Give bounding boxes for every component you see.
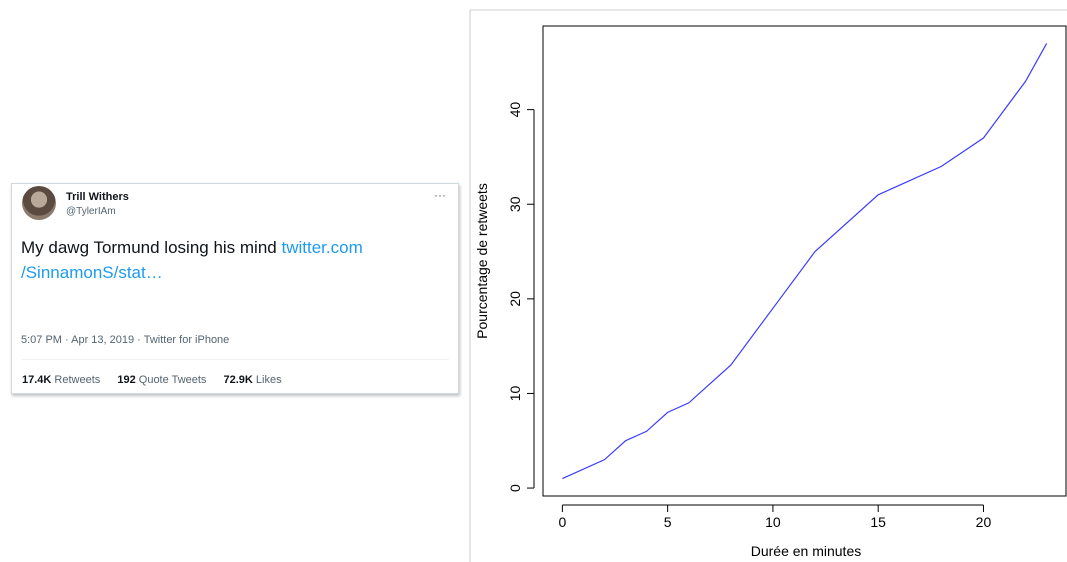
stat[interactable]: 192 Quote Tweets [117, 374, 206, 386]
y-tick-label: 0 [507, 484, 523, 492]
stat[interactable]: 72.9K Likes [224, 374, 282, 386]
stat[interactable]: 17.4K Retweets [22, 374, 100, 386]
y-tick-label: 20 [507, 291, 523, 307]
x-tick-label: 0 [558, 514, 566, 530]
stat-count: 192 [117, 374, 136, 386]
y-tick-label: 10 [507, 385, 523, 401]
stat-label: Retweets [54, 374, 101, 386]
y-axis-label: Pourcentage de retweets [474, 183, 490, 339]
stat-label: Quote Tweets [138, 374, 207, 386]
data-line [562, 43, 1048, 480]
x-tick-label: 10 [765, 514, 781, 530]
text: My dawg Tormund losing his mind [21, 238, 277, 257]
link[interactable]: /SinnamonS/stat… [21, 263, 163, 282]
stat-count: 17.4K [22, 374, 52, 386]
stat-count: 72.9K [223, 374, 253, 386]
link[interactable]: twitter.com [281, 238, 363, 257]
x-tick-label: 15 [870, 514, 886, 530]
stat-label: Likes [255, 374, 282, 386]
x-tick-label: 5 [664, 514, 672, 530]
divider [21, 359, 449, 360]
plot-box [542, 25, 1067, 497]
tweet-meta: 5:07 PM · Apr 13, 2019 · Twitter for iPh… [21, 334, 230, 346]
more-menu[interactable]: ··· [434, 188, 446, 202]
author-name[interactable]: Trill Withers [66, 191, 129, 203]
y-tick-label: 40 [507, 102, 523, 118]
avatar[interactable] [22, 186, 56, 220]
tweet-stats: 17.4K Retweets 192 Quote Tweets 72.9K Li… [22, 374, 296, 386]
x-axis-label: Durée en minutes [751, 543, 862, 559]
y-tick-label: 30 [507, 196, 523, 212]
author-handle[interactable]: @TylerIAm [66, 206, 116, 217]
x-tick-label: 20 [976, 514, 992, 530]
tweet-card: Trill Withers @TylerIAm ··· My dawg Torm… [11, 183, 459, 394]
tweet-text: My dawg Tormund losing his mind twitter.… [21, 235, 363, 285]
